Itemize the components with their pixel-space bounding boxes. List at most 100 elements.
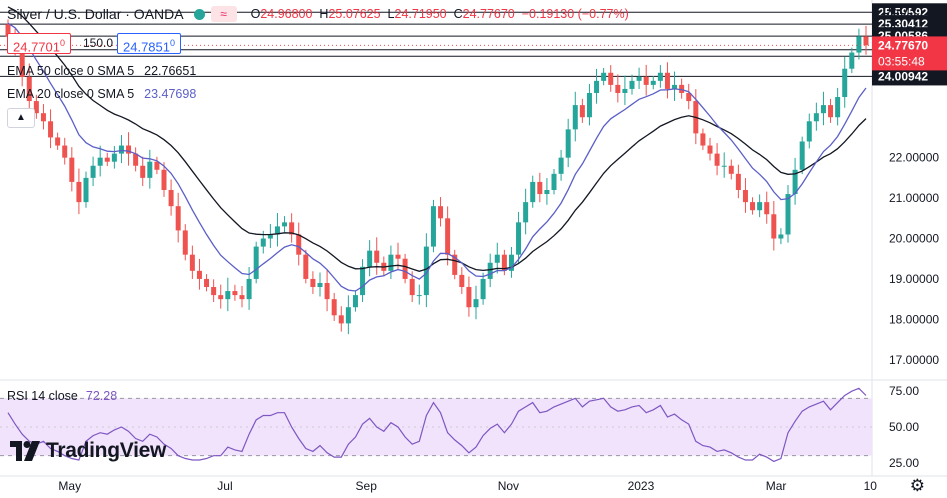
candle: [147, 161, 153, 178]
candle: [452, 254, 458, 275]
candle: [707, 145, 713, 154]
candle: [168, 190, 174, 207]
candle: [721, 165, 727, 167]
ema20-line: [7, 22, 867, 292]
x-tick-label-2: Sep: [356, 479, 378, 493]
candle: [409, 278, 415, 296]
candle: [799, 141, 805, 170]
gear-icon[interactable]: ⚙: [909, 476, 925, 495]
candle: [466, 287, 472, 308]
tradingview-logo-icon: [10, 441, 40, 461]
candle: [289, 222, 295, 235]
candle: [246, 278, 252, 300]
candle: [196, 270, 202, 279]
y-tick-label-1: 18.00000: [889, 312, 939, 326]
x-tick-label-0: May: [58, 479, 81, 493]
symbol-header: Silver / U.S. Dollar · OANDA ≈ O24.96800…: [7, 6, 629, 22]
candle: [367, 250, 373, 267]
candle: [835, 97, 841, 118]
candle: [664, 72, 670, 89]
candle: [317, 282, 323, 288]
candle: [594, 80, 600, 93]
x-tick-label-3: Nov: [498, 479, 519, 493]
candle: [310, 278, 316, 288]
candle: [601, 72, 607, 81]
candle: [423, 246, 429, 296]
candle: [842, 68, 848, 98]
rsi-line: [7, 387, 867, 463]
candle: [161, 169, 167, 190]
candle: [388, 254, 394, 271]
candle: [636, 76, 642, 81]
candle: [331, 299, 337, 316]
y-tick-label-3: 20.00000: [889, 232, 939, 246]
candle: [395, 254, 401, 259]
candle: [813, 113, 819, 122]
candle: [324, 282, 330, 300]
x-tick-label-5: Mar: [766, 479, 787, 493]
candle: [516, 222, 522, 255]
candle: [225, 291, 231, 300]
last-price-tag: [872, 36, 947, 71]
candle: [501, 254, 507, 271]
candle: [657, 72, 663, 81]
candle: [778, 234, 784, 239]
candle: [211, 287, 217, 296]
rsi-tick-label-2: 75.00: [889, 384, 919, 398]
symbol-title[interactable]: Silver / U.S. Dollar · OANDA: [7, 6, 184, 22]
candle: [508, 254, 514, 271]
change-value: −0.19130 (−0.77%): [521, 7, 629, 21]
candle: [253, 246, 259, 279]
candle: [140, 165, 146, 178]
candle: [679, 84, 685, 93]
compare-icon[interactable]: ≈: [210, 6, 237, 22]
candle: [820, 105, 826, 114]
candle: [352, 295, 358, 308]
candle: [551, 173, 557, 190]
candle: [260, 238, 266, 247]
rsi-legend[interactable]: RSI 14 close 72.28: [7, 389, 118, 403]
y-tick-label-2: 19.00000: [889, 272, 939, 286]
candle: [480, 278, 486, 300]
candle: [182, 230, 188, 255]
candle: [856, 36, 862, 53]
candle: [189, 254, 195, 271]
candle: [459, 274, 465, 288]
candle: [806, 121, 812, 142]
candle: [239, 295, 245, 300]
candle: [523, 202, 529, 223]
currency-selector[interactable]: USD ▾: [882, 3, 917, 17]
candle: [700, 133, 706, 146]
candle: [586, 92, 592, 118]
candle: [537, 181, 543, 195]
candle: [558, 157, 564, 174]
candle: [40, 113, 46, 122]
x-tick-label-6: 10: [864, 479, 878, 493]
buy-button[interactable]: 24.78510: [117, 33, 182, 54]
candle: [757, 202, 763, 211]
candle: [204, 278, 210, 288]
candle: [764, 202, 770, 215]
ohlc-readout: O24.96800 H25.07625 L24.71950 C24.77670 …: [250, 7, 629, 21]
price-line-tag-5: [872, 67, 947, 86]
sell-button[interactable]: 24.77010: [7, 33, 72, 54]
ema20-legend[interactable]: EMA 20 close 0 SMA 5 23.47698: [7, 87, 197, 101]
candle: [530, 181, 536, 203]
candle: [863, 36, 869, 46]
ema50-line: [7, 6, 867, 272]
candle: [126, 145, 132, 154]
x-tick-label-1: Jul: [217, 479, 232, 493]
y-tick-label-5: 22.00000: [889, 151, 939, 165]
price-line-label-5: 24.00942: [878, 69, 928, 83]
candle: [62, 145, 68, 158]
candle: [360, 266, 366, 296]
candle: [76, 181, 82, 203]
last-price-label: 24.77670: [878, 38, 928, 52]
candle: [19, 48, 25, 77]
collapse-legend-button[interactable]: ▲: [7, 108, 35, 128]
ema50-legend[interactable]: EMA 50 close 0 SMA 5 22.76651: [7, 64, 197, 78]
candle: [104, 157, 110, 162]
candle: [473, 299, 479, 308]
candle: [232, 291, 238, 296]
